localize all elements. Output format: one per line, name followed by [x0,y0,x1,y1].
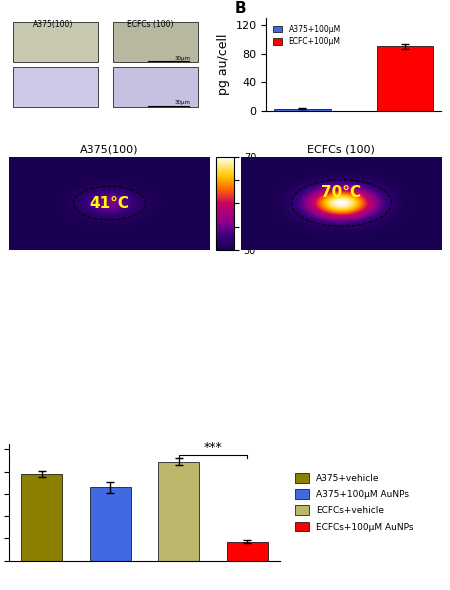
Text: 70°C: 70°C [321,185,361,199]
Text: A375(100): A375(100) [33,19,74,28]
Legend: A375+100μM, ECFC+100μM: A375+100μM, ECFC+100μM [270,21,344,50]
Bar [158,461,199,560]
Text: 30μm: 30μm [175,100,190,106]
Text: 41°C: 41°C [89,196,129,211]
Text: ECFCs (100): ECFCs (100) [126,19,173,28]
Bar [21,474,63,560]
Text: ***: *** [203,441,222,454]
Text: 30μm: 30μm [175,55,190,61]
Text: B: B [235,1,247,16]
FancyBboxPatch shape [13,67,98,107]
Bar [377,47,433,111]
Bar [226,542,268,560]
Bar [274,109,331,111]
Title: A375(100): A375(100) [80,145,138,155]
Y-axis label: pg au/cell: pg au/cell [217,34,230,95]
Title: ECFCs (100): ECFCs (100) [307,145,375,155]
Legend: A375+vehicle, A375+100μM AuNPs, ECFCs+vehicle, ECFCs+100μM AuNPs: A375+vehicle, A375+100μM AuNPs, ECFCs+ve… [295,473,413,532]
FancyBboxPatch shape [113,67,198,107]
Bar [90,487,131,560]
FancyBboxPatch shape [13,22,98,63]
FancyBboxPatch shape [113,22,198,63]
